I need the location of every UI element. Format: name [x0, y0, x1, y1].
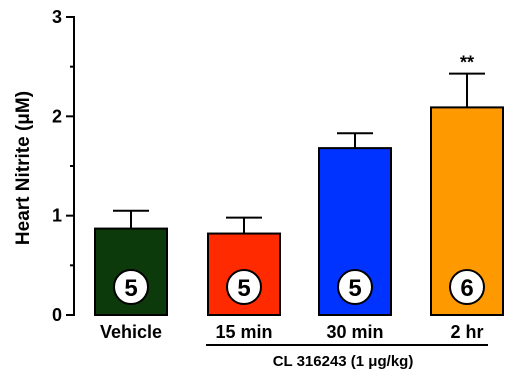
y-tick-label: 2	[52, 106, 62, 126]
n-circle	[226, 269, 262, 305]
y-axis-label: Heart Nitrite (μM)	[13, 91, 34, 245]
group-label: CL 316243 (1 μg/kg)	[273, 353, 414, 370]
y-tick-label: 0	[52, 305, 62, 325]
n-label: 5	[348, 275, 361, 302]
significance-marker: **	[460, 53, 474, 73]
x-tick-label: 2 hr	[450, 322, 483, 342]
n-circle	[449, 269, 485, 305]
n-circle	[113, 269, 149, 305]
x-tick-label: 30 min	[326, 322, 383, 342]
n-label: 5	[237, 275, 250, 302]
n-circle	[337, 269, 373, 305]
n-label: 5	[124, 275, 137, 302]
bars: 5 5 5 6 **	[94, 53, 504, 317]
x-tick-labels: Vehicle 15 min 30 min 2 hr	[100, 322, 484, 342]
x-tick-label: 15 min	[215, 322, 272, 342]
y-axis: 0 1 2 3	[52, 7, 75, 325]
y-tick-label: 1	[52, 206, 62, 226]
y-tick-label: 3	[52, 7, 62, 27]
n-label: 6	[460, 275, 473, 302]
x-tick-label: Vehicle	[100, 322, 162, 342]
